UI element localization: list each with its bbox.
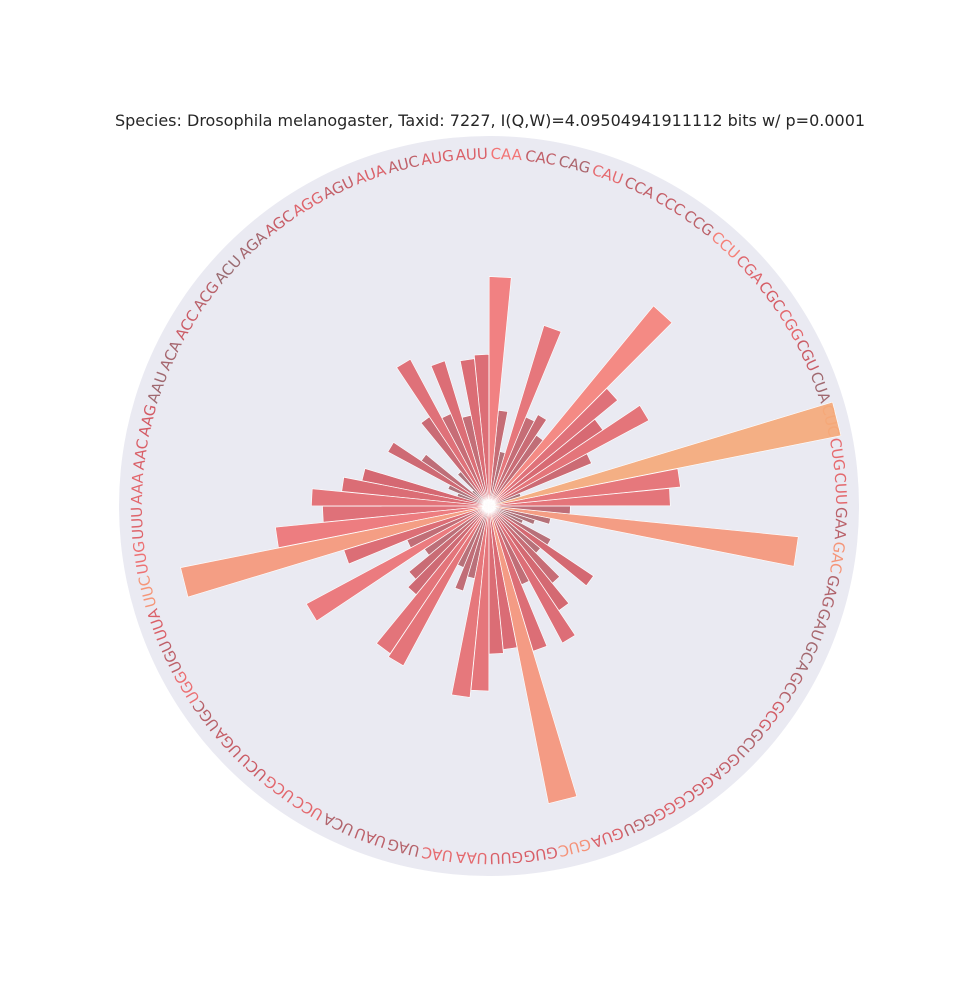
codon-label-gac: GAC: [826, 540, 849, 574]
bar-acc: [387, 441, 490, 507]
codon-label-cac: CAC: [524, 147, 557, 169]
codon-label-aaa: AAA: [128, 472, 148, 505]
bar-gac: [488, 505, 799, 567]
codon-label-auu: AUU: [455, 145, 488, 165]
codon-label-uuu: UUU: [128, 506, 148, 540]
codon-label-guu: GUU: [489, 848, 523, 868]
codon-label-gaa: GAA: [831, 507, 851, 541]
codon-label-aug: AUG: [420, 146, 455, 169]
bar-ucc: [387, 505, 490, 667]
bar-cuc: [488, 401, 842, 507]
codon-label-aac: AAC: [130, 438, 152, 471]
bar-ugg: [305, 505, 490, 622]
bar-cau: [488, 325, 562, 507]
codon-label-cuu: CUU: [831, 472, 851, 505]
chart-title: Species: Drosophila melanogaster, Taxid:…: [114, 111, 866, 130]
bar-agc: [420, 416, 490, 507]
bar-uuc: [180, 505, 490, 598]
labels-group: AUUAUGAUCAUAAGUAGGAGCAGAACUACGACCACAAAUA…: [128, 145, 851, 868]
codon-label-cug: CUG: [826, 437, 849, 472]
codon-label-uaa: UAA: [455, 848, 489, 868]
codon-label-gug: GUG: [522, 843, 559, 866]
codon-label-uac: UAC: [420, 843, 454, 865]
codon-label-uug: UUG: [129, 540, 152, 576]
bar-caa: [488, 276, 512, 507]
codon-label-caa: CAA: [490, 145, 523, 165]
bars-group: [180, 276, 842, 804]
bar-ccu: [488, 305, 673, 507]
